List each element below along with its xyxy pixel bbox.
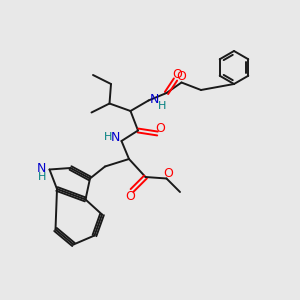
- Text: O: O: [156, 122, 165, 135]
- Text: H: H: [103, 132, 112, 142]
- Text: H: H: [158, 101, 166, 111]
- Text: H: H: [38, 172, 46, 182]
- Text: N: N: [37, 161, 46, 175]
- Text: O: O: [173, 68, 182, 81]
- Text: N: N: [150, 93, 159, 106]
- Text: O: O: [177, 70, 186, 83]
- Text: O: O: [126, 190, 135, 203]
- Text: N: N: [111, 131, 120, 144]
- Text: O: O: [163, 167, 173, 180]
